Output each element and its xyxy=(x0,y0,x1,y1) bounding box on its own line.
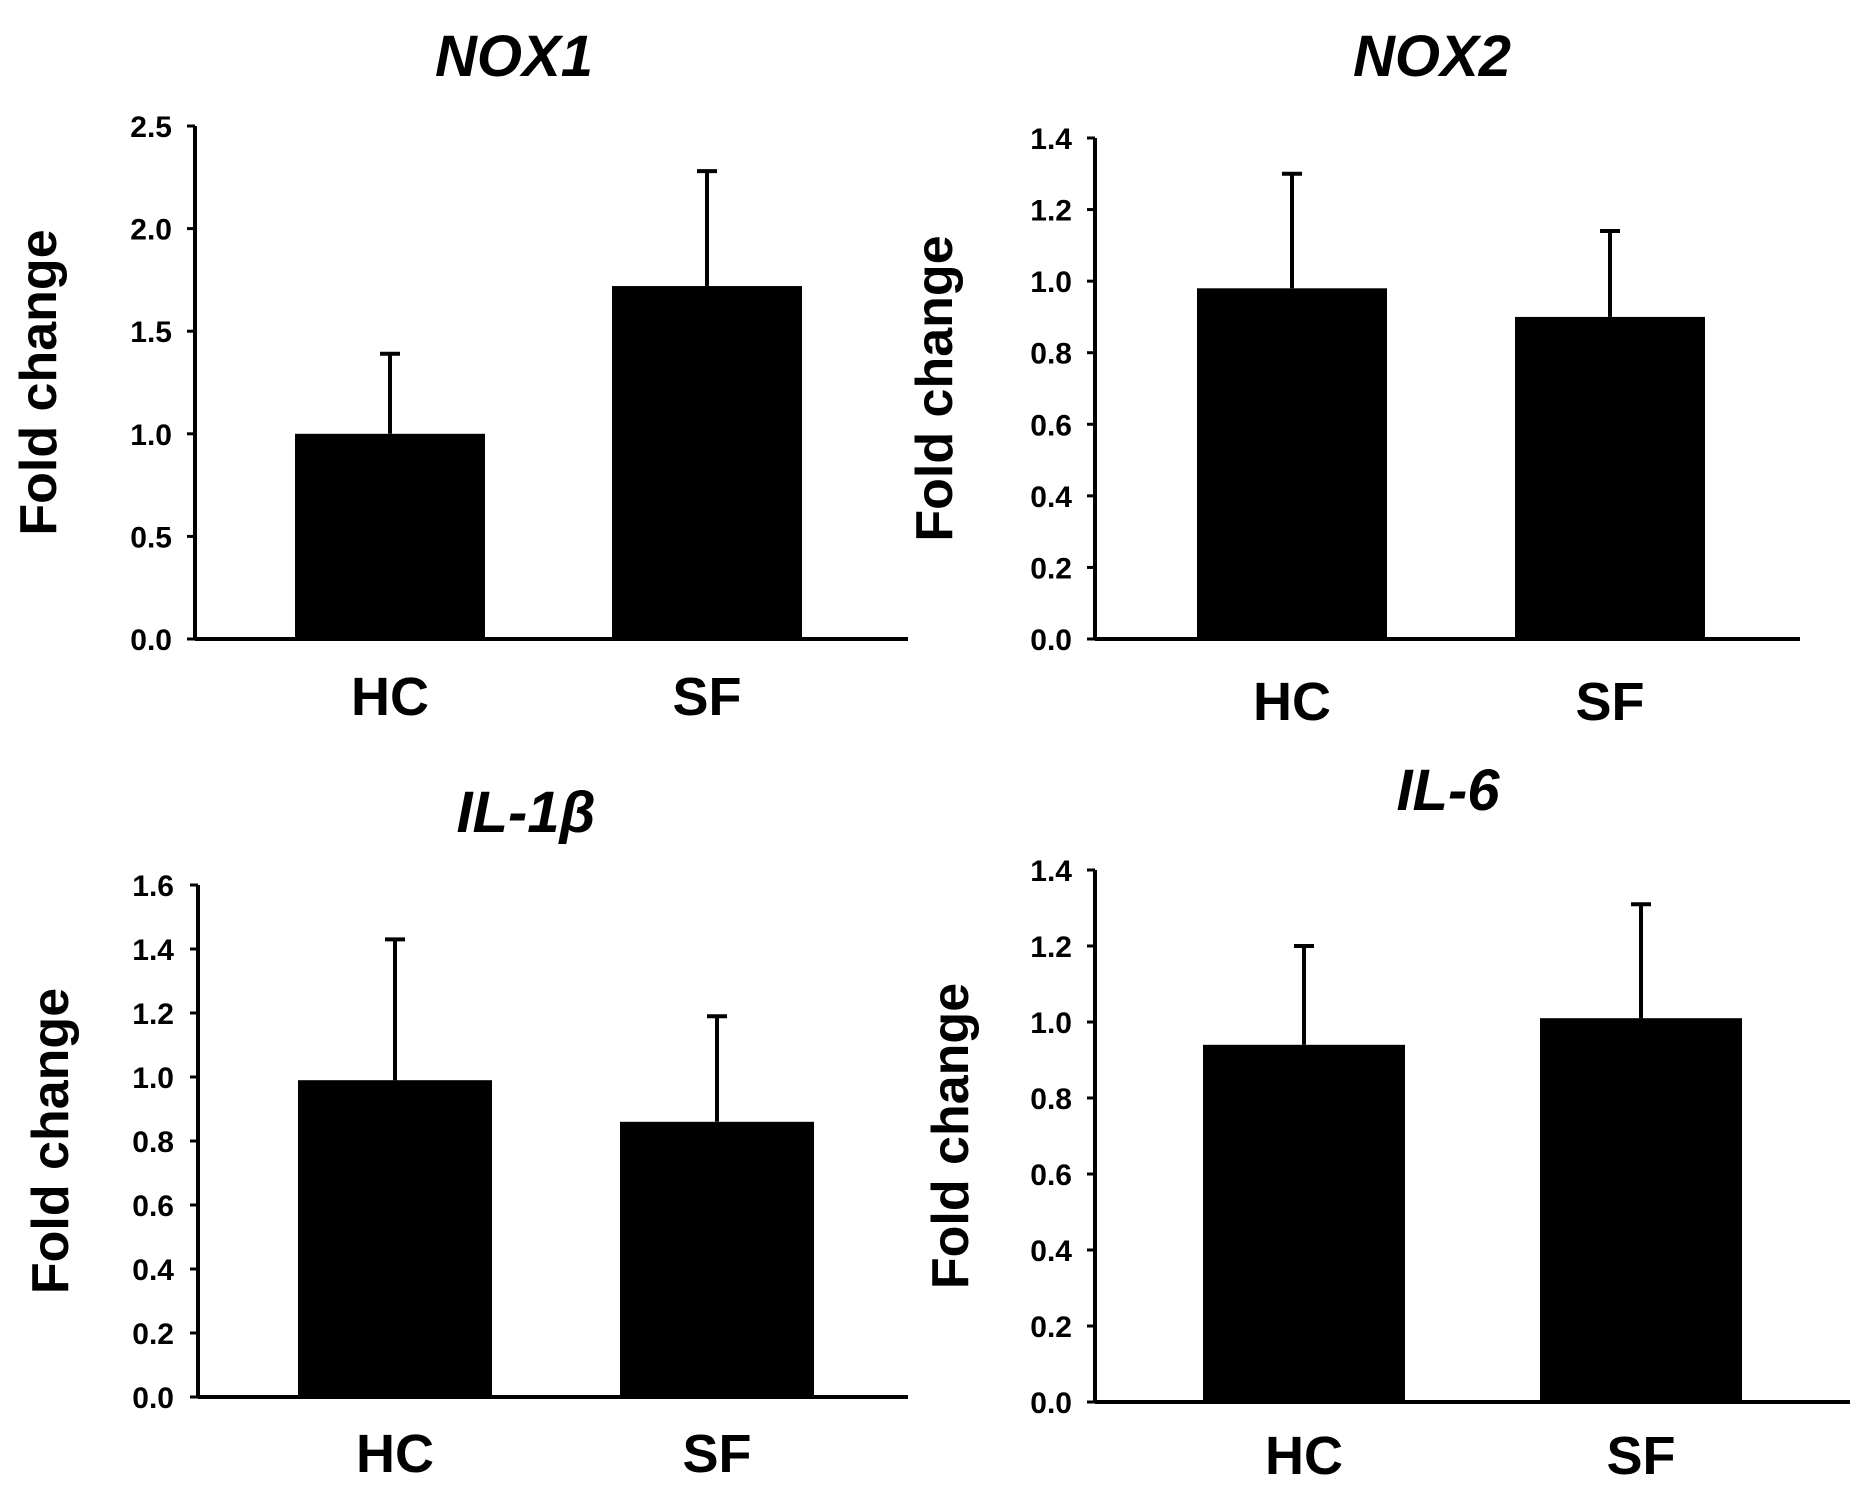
panel-3-y-axis-title: Fold change xyxy=(22,988,80,1294)
panel-4-y-tick-label: 1.0 xyxy=(1030,1007,1072,1040)
panel-3-y-tick-label: 0.0 xyxy=(132,1382,174,1415)
panel-1-category-label-hc: HC xyxy=(351,667,429,727)
panel-1-y-axis-title: Fold change xyxy=(10,229,68,535)
panel-3-bar-sf xyxy=(620,1121,814,1397)
panel-4-y-tick-label: 1.2 xyxy=(1030,931,1072,964)
panel-3-y-tick-label: 1.6 xyxy=(132,870,174,903)
panel-1-title: NOX1 xyxy=(435,24,593,89)
panel-2-y-tick-label: 0.0 xyxy=(1030,624,1072,657)
panel-4-y-tick-label: 0.0 xyxy=(1030,1387,1072,1420)
panel-3-bar-hc xyxy=(298,1080,492,1397)
panel-2-y-tick-label: 0.6 xyxy=(1030,409,1072,442)
panel-4-bar-sf xyxy=(1540,1018,1742,1402)
panel-3-y-tick-label: 0.8 xyxy=(132,1126,174,1159)
panel-2-bar-hc xyxy=(1197,288,1387,639)
panel-3-y-tick-label: 1.0 xyxy=(132,1062,174,1095)
panel-3-y-tick-label: 1.2 xyxy=(132,998,174,1031)
panel-3-title: IL-1β xyxy=(456,780,595,845)
panel-4-y-tick-label: 0.4 xyxy=(1030,1235,1072,1268)
panel-2-y-tick-label: 0.8 xyxy=(1030,338,1072,371)
panel-1-category-label-sf: SF xyxy=(672,667,741,727)
panel-2-y-tick-label: 0.4 xyxy=(1030,481,1072,514)
panel-3-y-tick-label: 0.4 xyxy=(132,1254,174,1287)
panel-4-category-label-sf: SF xyxy=(1606,1426,1675,1486)
panel-3-y-tick-label: 1.4 xyxy=(132,934,174,967)
panel-3-category-label-sf: SF xyxy=(682,1424,751,1484)
panel-4-bar-hc xyxy=(1203,1044,1405,1402)
panel-1-bar-sf xyxy=(612,286,802,639)
panel-1-y-tick-label: 0.5 xyxy=(130,521,172,554)
panel-2-y-tick-label: 1.2 xyxy=(1030,195,1072,228)
panel-1-bar-hc xyxy=(295,433,485,639)
panel-2-category-label-sf: SF xyxy=(1575,672,1644,732)
panel-1-y-tick-label: 2.0 xyxy=(130,214,172,247)
panel-3-y-tick-label: 0.6 xyxy=(132,1190,174,1223)
panel-3-category-label-hc: HC xyxy=(356,1424,434,1484)
panel-1-y-tick-label: 1.5 xyxy=(130,316,172,349)
panel-2-title: NOX2 xyxy=(1353,24,1511,89)
panel-1-y-tick-label: 0.0 xyxy=(130,624,172,657)
panel-3-y-tick-label: 0.2 xyxy=(132,1318,174,1351)
panel-4-category-label-hc: HC xyxy=(1265,1426,1343,1486)
panel-2-y-tick-label: 1.0 xyxy=(1030,266,1072,299)
panel-4-y-tick-label: 0.6 xyxy=(1030,1159,1072,1192)
panel-4-y-tick-label: 0.8 xyxy=(1030,1083,1072,1116)
panel-2-y-axis-title: Fold change xyxy=(906,235,964,541)
panel-4-y-axis-title: Fold change xyxy=(922,983,980,1289)
panel-4-y-tick-label: 1.4 xyxy=(1030,855,1072,888)
panel-4-title: IL-6 xyxy=(1396,758,1500,823)
panel-2-category-label-hc: HC xyxy=(1253,672,1331,732)
panel-2-y-tick-label: 0.2 xyxy=(1030,552,1072,585)
panel-1-y-tick-label: 1.0 xyxy=(130,419,172,452)
panel-4-y-tick-label: 0.2 xyxy=(1030,1311,1072,1344)
panel-1-y-tick-label: 2.5 xyxy=(130,111,172,144)
panel-2-y-tick-label: 1.4 xyxy=(1030,123,1072,156)
panel-2-bar-sf xyxy=(1515,316,1705,639)
